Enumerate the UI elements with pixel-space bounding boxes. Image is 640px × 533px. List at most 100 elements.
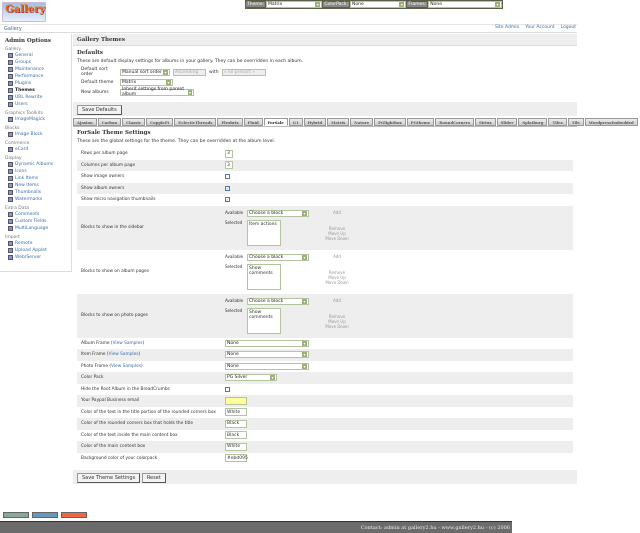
breadcrumb-gallery[interactable]: Gallery [4, 26, 22, 32]
sidebar-item-imagemagick[interactable]: ImageMagick [5, 116, 66, 123]
sidebar-item-icons[interactable]: Icons [5, 168, 66, 175]
remove-button[interactable]: Remove [328, 313, 346, 319]
color-of-the-rounded-corners-box-that-holds-the-title-input[interactable]: Black [225, 419, 247, 428]
sidebar-item-comments[interactable]: Comments [5, 211, 66, 218]
tab-coppleft[interactable]: CoppleFt [146, 118, 174, 126]
move-up-button[interactable]: Move Up [328, 274, 346, 280]
view-samples-link[interactable]: View Samples [112, 340, 143, 346]
tab-siriux[interactable]: Siriux [474, 118, 496, 126]
move-down-button[interactable]: Move Down [325, 235, 349, 241]
sort-direction-select[interactable]: Ascending [173, 68, 206, 76]
tab-eclecticthreads[interactable]: EclecticThreads [174, 118, 217, 126]
sidebar-item-web-server[interactable]: Web/Server [5, 254, 66, 261]
tab-carbon[interactable]: Carbon [97, 118, 122, 126]
color-of-the-text-inside-the-main-content-box-input[interactable]: Black [225, 431, 247, 440]
tab-nature[interactable]: Nature [350, 118, 374, 126]
tab-g1[interactable]: G1 [288, 118, 303, 126]
sidebar-item-url-rewrite[interactable]: URL Rewrite [5, 94, 66, 101]
available-block-select[interactable]: Choose a block ▾ [247, 297, 309, 305]
list-item[interactable]: Show comments [249, 309, 273, 320]
sidebar-item-plugins[interactable]: Plugins [5, 80, 66, 87]
view-samples-link[interactable]: View Samples [111, 363, 141, 369]
sidebar-item-themes[interactable]: Themes [5, 87, 66, 94]
site-admin-link[interactable]: Site Admin [494, 25, 520, 30]
tab-matrix[interactable]: Matrix [327, 118, 350, 126]
sidebar-item-dynamic-albums[interactable]: Dynamic Albums [5, 161, 66, 168]
sidebar-item-upload-applet[interactable]: Upload Applet [5, 247, 66, 254]
sidebar-item-watermarks[interactable]: Watermarks [5, 196, 66, 203]
badge-icon[interactable] [3, 512, 29, 518]
tab-tile[interactable]: Tile [567, 118, 584, 126]
sidebar-item-performance[interactable]: Performance [5, 73, 66, 80]
sidebar-item-image-block[interactable]: Image Block [5, 131, 66, 138]
hide-the-root-album-in-the-breadcrumbs-checkbox[interactable] [225, 386, 230, 392]
move-up-button[interactable]: Move Up [328, 230, 346, 236]
rows-per-album-page-input[interactable]: 3 [225, 149, 233, 158]
item-frame-select[interactable]: None ▾ [225, 351, 309, 359]
reset-button[interactable]: Reset [141, 473, 166, 483]
tab-splatburg[interactable]: Splatburg [518, 118, 548, 126]
tab-ajaxian[interactable]: Ajaxian [73, 118, 97, 126]
sidebar-item-users[interactable]: Users [5, 101, 66, 108]
colorpack-select[interactable]: None ▾ [350, 1, 407, 8]
tab-wordpressembedded[interactable]: WordpressEmbedded [584, 118, 638, 126]
color-of-the-text-in-the-title-portion-of-the-rounded-corners-box-input[interactable]: White [225, 408, 247, 417]
default-theme-select[interactable]: Matrix ▾ [120, 78, 173, 86]
tab-flexbrix[interactable]: Flexbrix [217, 118, 243, 126]
sort-order-select[interactable]: Manual sort order ▾ [120, 68, 170, 76]
remove-button[interactable]: Remove [328, 269, 346, 275]
show-image-owners-checkbox[interactable] [225, 174, 230, 180]
sidebar-item-ecard[interactable]: eCard [5, 146, 66, 153]
tab-pglightbox[interactable]: PGlightbox [374, 118, 406, 126]
columns-per-album-page-input[interactable]: 3 [225, 161, 233, 170]
sidebar-item-maintenance[interactable]: Maintenance [5, 66, 66, 73]
tab-fluid[interactable]: Fluid [243, 118, 263, 126]
add-button[interactable]: Add [333, 209, 341, 215]
color-of-the-main-content-box-input[interactable]: White [225, 442, 247, 451]
sidebar-item-remote[interactable]: Remote [5, 240, 66, 247]
view-samples-link[interactable]: View Samples [108, 352, 139, 358]
show-album-owners-checkbox[interactable]: ✓ [225, 185, 230, 191]
sidebar-item-new-items[interactable]: New Items [5, 182, 66, 189]
theme-select[interactable]: Matrix ▾ [266, 1, 323, 8]
badge-icon[interactable] [61, 512, 87, 518]
save-defaults-button[interactable]: Save Defaults [77, 105, 122, 115]
remove-button[interactable]: Remove [328, 225, 346, 231]
sidebar-item-general[interactable]: General [5, 52, 66, 59]
sidebar-item-groups[interactable]: Groups [5, 59, 66, 66]
sidebar-item-thumbnails[interactable]: Thumbnails [5, 189, 66, 196]
selected-blocks-list[interactable]: Item actions [247, 219, 281, 246]
tab-hybrid[interactable]: Hybrid [303, 118, 327, 126]
selected-blocks-list[interactable]: Show comments [247, 307, 281, 334]
presort-select[interactable]: « no presort » [221, 68, 266, 76]
color-pack-select[interactable]: PG Silver ▾ [225, 374, 277, 382]
tab-forsale[interactable]: ForSale [263, 118, 288, 126]
available-block-select[interactable]: Choose a block ▾ [247, 253, 309, 261]
list-item[interactable]: Show comments [249, 265, 273, 276]
move-down-button[interactable]: Move Down [325, 279, 349, 285]
add-button[interactable]: Add [333, 253, 341, 259]
tab-pgtheme[interactable]: PGtheme [406, 118, 435, 126]
background-color-of-your-colorpack-input[interactable]: #ebd095 [225, 454, 248, 463]
move-up-button[interactable]: Move Up [328, 318, 346, 324]
list-item[interactable]: Item actions [249, 221, 277, 227]
new-albums-select[interactable]: Inherit settings from parent album ▾ [120, 87, 194, 97]
your-paypal-business-email-input[interactable] [225, 396, 247, 405]
tab-roundcorners[interactable]: RoundCorners [435, 118, 474, 126]
move-down-button[interactable]: Move Down [325, 323, 349, 329]
selected-blocks-list[interactable]: Show comments [247, 263, 281, 290]
sidebar-item-custom-fields[interactable]: Custom Fields [5, 218, 66, 225]
tab-slider[interactable]: Slider [496, 118, 518, 126]
tab-tiles[interactable]: Tiles [548, 118, 567, 126]
add-button[interactable]: Add [333, 297, 341, 303]
sidebar-item-multilanguage[interactable]: MultiLanguage [5, 225, 66, 232]
sidebar-item-link-items[interactable]: Link Items [5, 175, 66, 182]
save-theme-settings-button[interactable]: Save Theme Settings [77, 473, 141, 483]
frames-select[interactable]: None ▾ [428, 1, 502, 8]
album-frame-select[interactable]: None ▾ [225, 339, 309, 347]
tab-classic[interactable]: Classic [122, 118, 146, 126]
logout-link[interactable]: Logout [560, 25, 576, 30]
photo-frame-select[interactable]: None ▾ [225, 362, 309, 370]
badge-icon[interactable] [32, 512, 58, 518]
gallery-logo[interactable]: Gallery [2, 2, 46, 22]
